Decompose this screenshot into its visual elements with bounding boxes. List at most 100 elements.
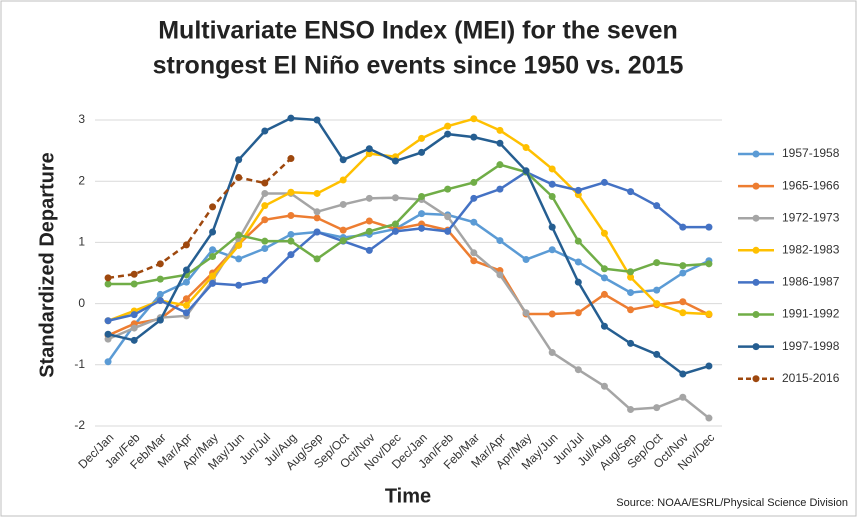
- data-point: [574, 186, 582, 194]
- data-point: [313, 208, 321, 216]
- data-point: [156, 260, 164, 268]
- data-point: [339, 200, 347, 208]
- data-point: [705, 414, 713, 422]
- series-line: [107, 116, 710, 376]
- legend-marker: [752, 375, 760, 383]
- data-point: [104, 335, 112, 343]
- data-point: [627, 268, 635, 276]
- data-point: [496, 161, 504, 169]
- data-point: [548, 165, 556, 173]
- legend-label: 1997-1998: [782, 339, 840, 353]
- data-point: [261, 179, 269, 187]
- y-tick-label: 3: [78, 112, 85, 126]
- data-point: [600, 382, 608, 390]
- data-point: [600, 290, 608, 298]
- data-point: [548, 223, 556, 231]
- data-point: [339, 156, 347, 164]
- data-point: [391, 157, 399, 165]
- data-point: [627, 289, 635, 297]
- data-point: [287, 211, 295, 219]
- data-point: [679, 223, 687, 231]
- data-point: [156, 297, 164, 305]
- data-point: [313, 116, 321, 124]
- data-point: [548, 193, 556, 200]
- chart-title: Multivariate ENSO Index (MEI) for the se…: [158, 17, 678, 45]
- data-point: [627, 306, 635, 314]
- data-point: [574, 366, 582, 374]
- data-point: [444, 185, 452, 193]
- data-point: [653, 259, 661, 267]
- data-point: [235, 281, 243, 289]
- data-point: [235, 255, 243, 263]
- data-point: [496, 237, 504, 245]
- data-point: [522, 144, 530, 152]
- legend-label: 1986-1987: [782, 275, 840, 289]
- data-point: [261, 189, 269, 197]
- data-point: [522, 309, 530, 317]
- data-point: [287, 114, 295, 122]
- data-point: [209, 203, 217, 211]
- legend-marker: [752, 311, 760, 318]
- data-point: [339, 176, 347, 184]
- data-point: [444, 227, 452, 235]
- data-point: [287, 188, 295, 196]
- data-point: [235, 241, 243, 249]
- data-point: [365, 194, 373, 202]
- data-point: [261, 127, 269, 135]
- data-point: [653, 202, 661, 210]
- data-point: [470, 257, 478, 265]
- legend-marker: [752, 214, 760, 222]
- series-line: [107, 117, 709, 322]
- data-point: [391, 194, 399, 202]
- data-point: [653, 350, 661, 358]
- data-point: [653, 286, 661, 294]
- legend-label: 1972-1973: [782, 210, 840, 224]
- series-line: [107, 157, 292, 280]
- data-point: [705, 362, 713, 370]
- data-point: [130, 270, 138, 278]
- series-line: [107, 214, 710, 337]
- legend-label: 1957-1958: [782, 146, 840, 160]
- data-point: [313, 189, 321, 197]
- data-point: [391, 220, 399, 228]
- data-point: [496, 271, 504, 279]
- data-point: [574, 309, 582, 317]
- data-point: [444, 122, 452, 130]
- legend-label: 1991-1992: [782, 307, 840, 321]
- data-point: [235, 231, 243, 239]
- data-point: [705, 260, 713, 268]
- data-point: [209, 272, 217, 280]
- data-point: [287, 237, 295, 245]
- data-point: [679, 298, 687, 306]
- data-point: [627, 339, 635, 347]
- data-point: [496, 139, 504, 147]
- data-point: [418, 193, 426, 200]
- data-point: [182, 301, 190, 309]
- data-point: [679, 262, 687, 270]
- data-point: [130, 336, 138, 344]
- data-point: [182, 241, 190, 249]
- data-point: [235, 174, 243, 182]
- y-tick-label: 0: [78, 296, 85, 310]
- data-point: [470, 218, 478, 226]
- data-point: [104, 317, 112, 325]
- data-point: [470, 194, 478, 202]
- data-point: [209, 228, 217, 236]
- data-point: [679, 370, 687, 378]
- data-point: [470, 249, 478, 257]
- data-point: [679, 269, 687, 277]
- data-point: [209, 246, 217, 254]
- data-point: [496, 185, 504, 193]
- data-point: [104, 330, 112, 338]
- data-point: [600, 229, 608, 237]
- data-point: [130, 280, 138, 288]
- data-point: [209, 252, 217, 260]
- data-point: [104, 280, 112, 288]
- series-line: [108, 163, 710, 286]
- data-point: [627, 405, 635, 413]
- data-point: [705, 223, 713, 231]
- data-point: [209, 279, 217, 287]
- data-point: [444, 213, 452, 221]
- data-point: [287, 230, 295, 238]
